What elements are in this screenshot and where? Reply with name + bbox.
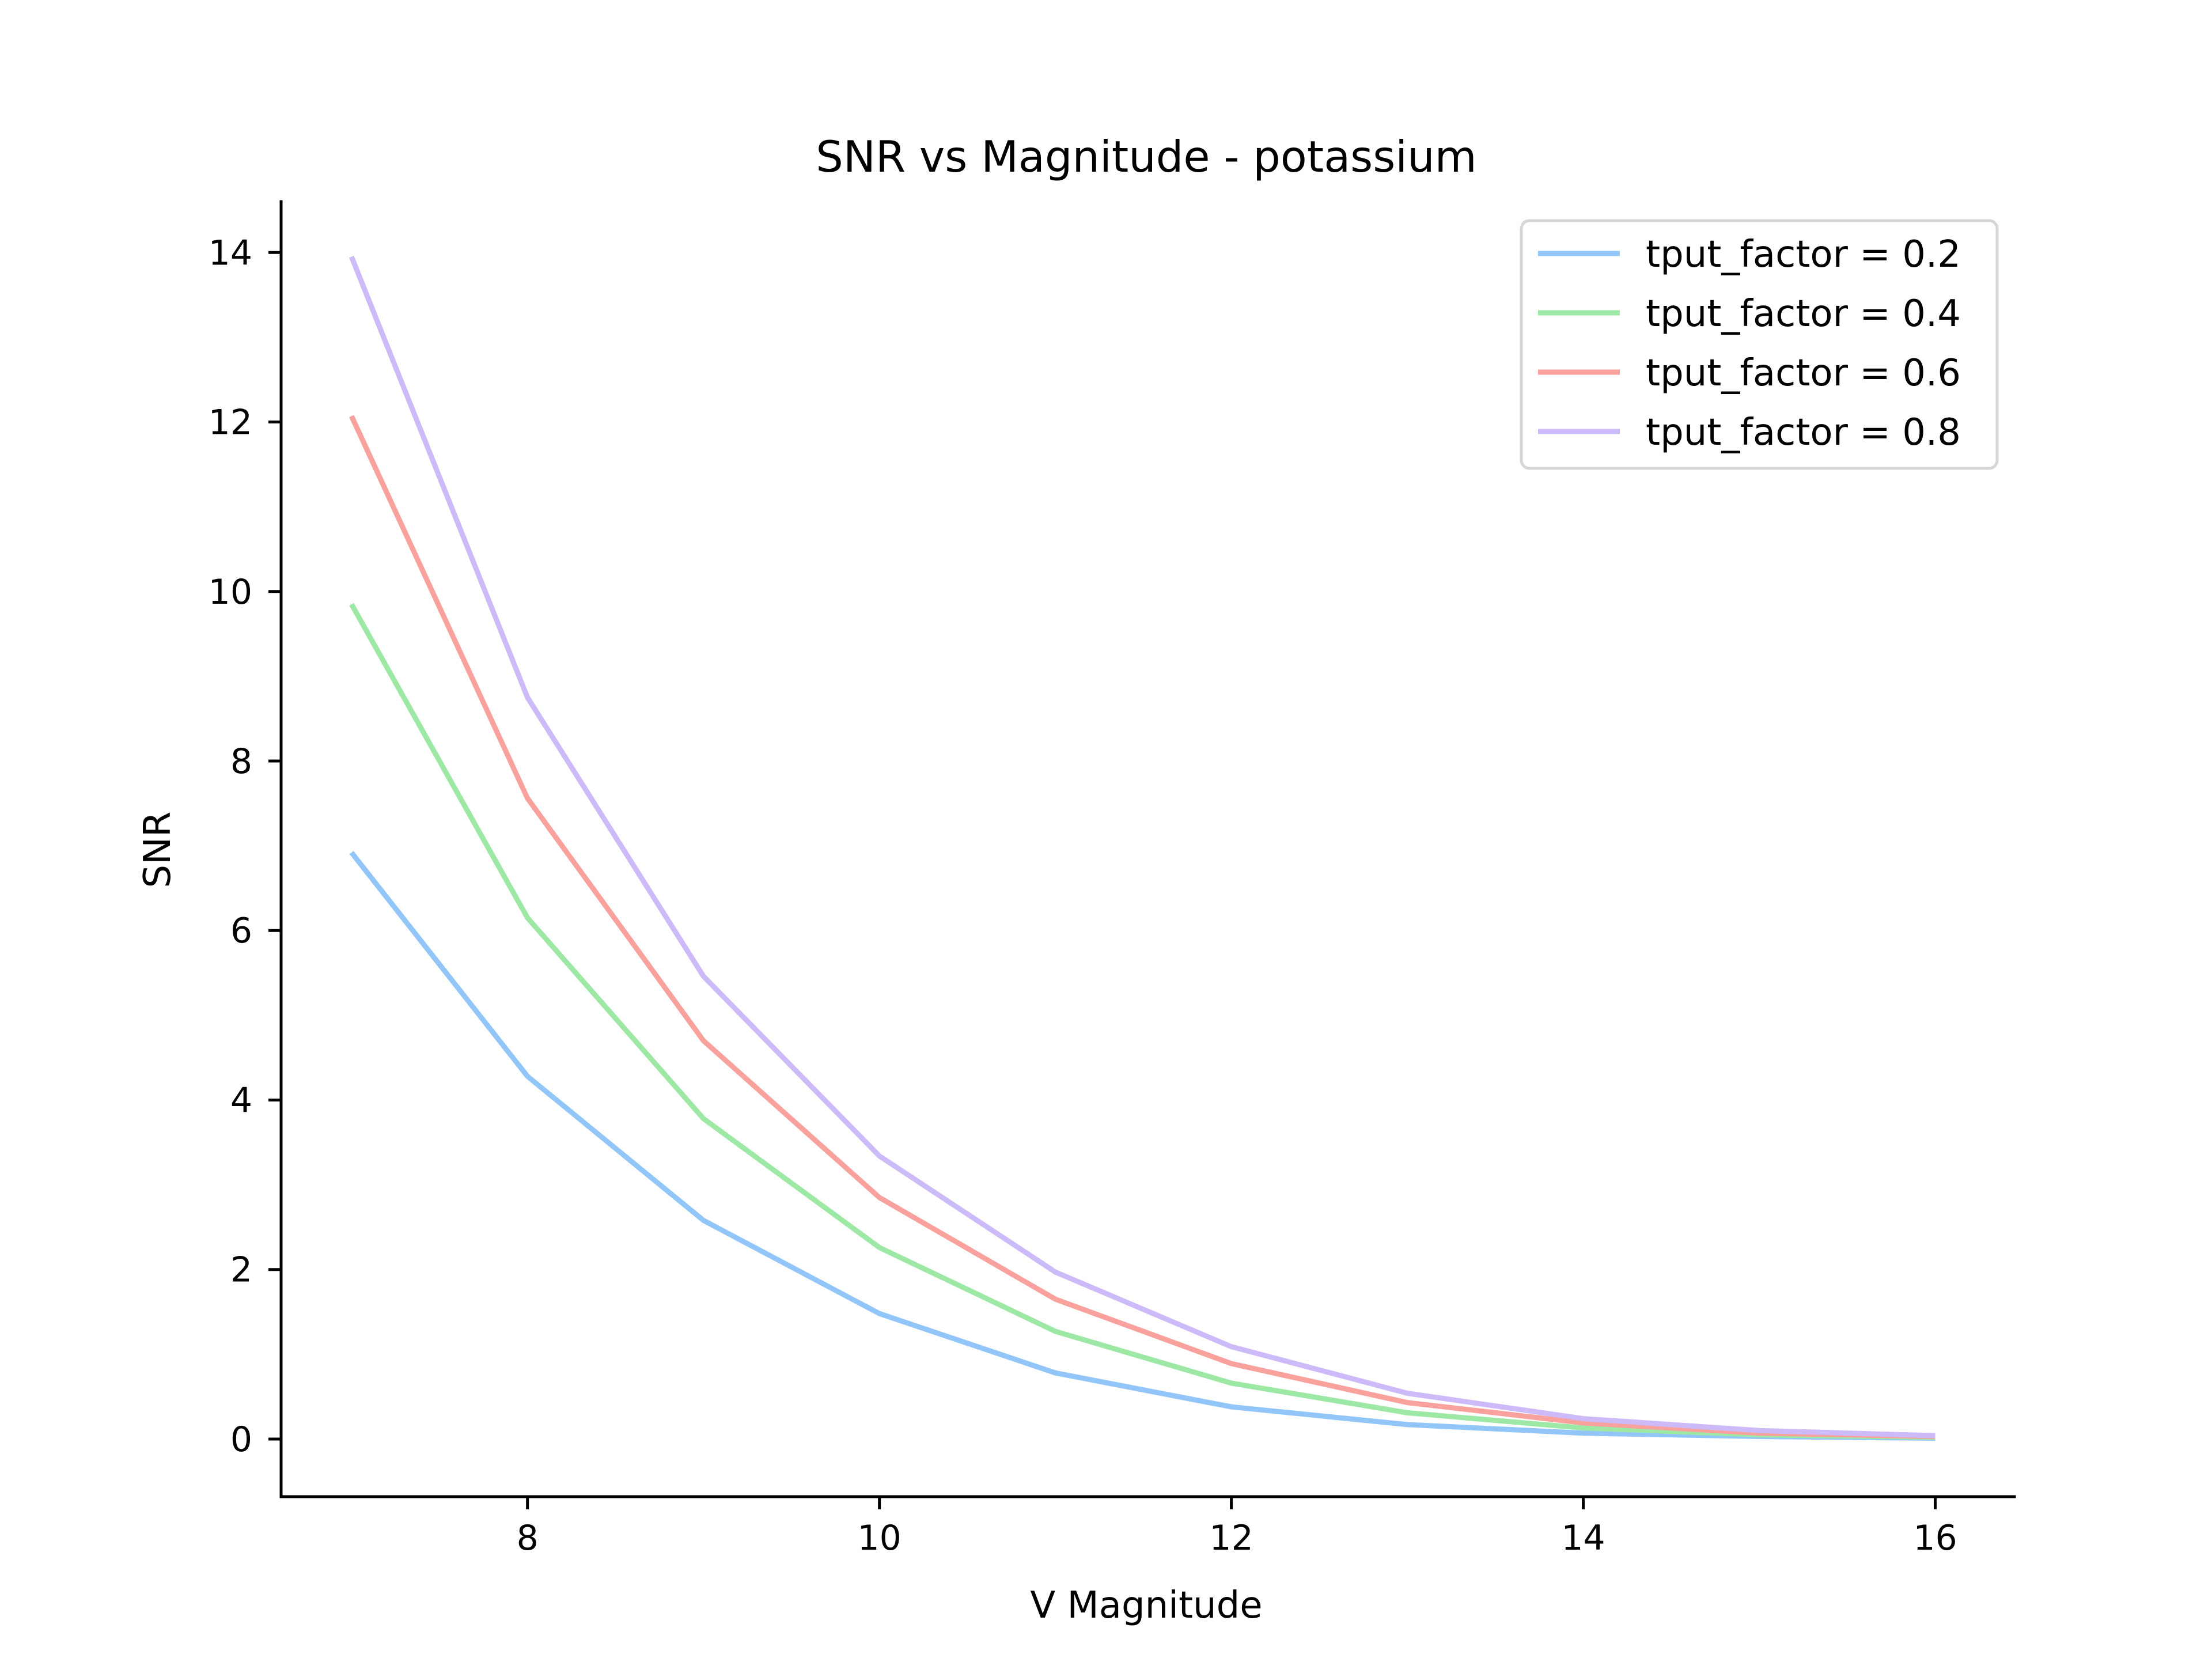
x-axis-label: V Magnitude bbox=[1030, 1584, 1262, 1627]
series-layer bbox=[349, 255, 1936, 1441]
y-tick-label: 0 bbox=[230, 1419, 252, 1460]
series-line-2 bbox=[349, 603, 1936, 1440]
legend: tput_factor = 0.2 tput_factor = 0.4 tput_f… bbox=[1520, 219, 1999, 470]
x-tick-label: 8 bbox=[517, 1518, 539, 1558]
series-line-4 bbox=[349, 255, 1936, 1438]
y-axis-label: SNR bbox=[137, 812, 179, 888]
x-tick-label: 12 bbox=[1209, 1518, 1253, 1558]
legend-box bbox=[1520, 219, 1999, 470]
legend-label-3: tput_factor = 0.6 bbox=[1646, 352, 1961, 395]
legend-label-1: tput_factor = 0.2 bbox=[1646, 233, 1961, 276]
x-tick-label: 14 bbox=[1561, 1518, 1605, 1558]
series-line-3 bbox=[349, 415, 1936, 1439]
y-tick-label: 12 bbox=[209, 403, 252, 443]
x-tick-label: 16 bbox=[1913, 1518, 1957, 1558]
chart-title: SNR vs Magnitude - potassium bbox=[816, 131, 1477, 182]
y-tick-label: 2 bbox=[230, 1250, 252, 1290]
y-tick-label: 6 bbox=[230, 911, 252, 951]
y-tick-label: 8 bbox=[230, 741, 252, 782]
axes: 8 10 12 14 16 0 2 4 6 8 10 12 14 bbox=[209, 200, 2016, 1558]
series-line-1 bbox=[349, 851, 1936, 1441]
x-tick-label: 10 bbox=[857, 1518, 901, 1558]
y-tick-label: 14 bbox=[209, 233, 252, 273]
y-tick-label: 10 bbox=[209, 572, 252, 612]
legend-label-4: tput_factor = 0.8 bbox=[1646, 411, 1961, 454]
y-tick-label: 4 bbox=[230, 1080, 252, 1120]
legend-label-2: tput_factor = 0.4 bbox=[1646, 293, 1961, 335]
